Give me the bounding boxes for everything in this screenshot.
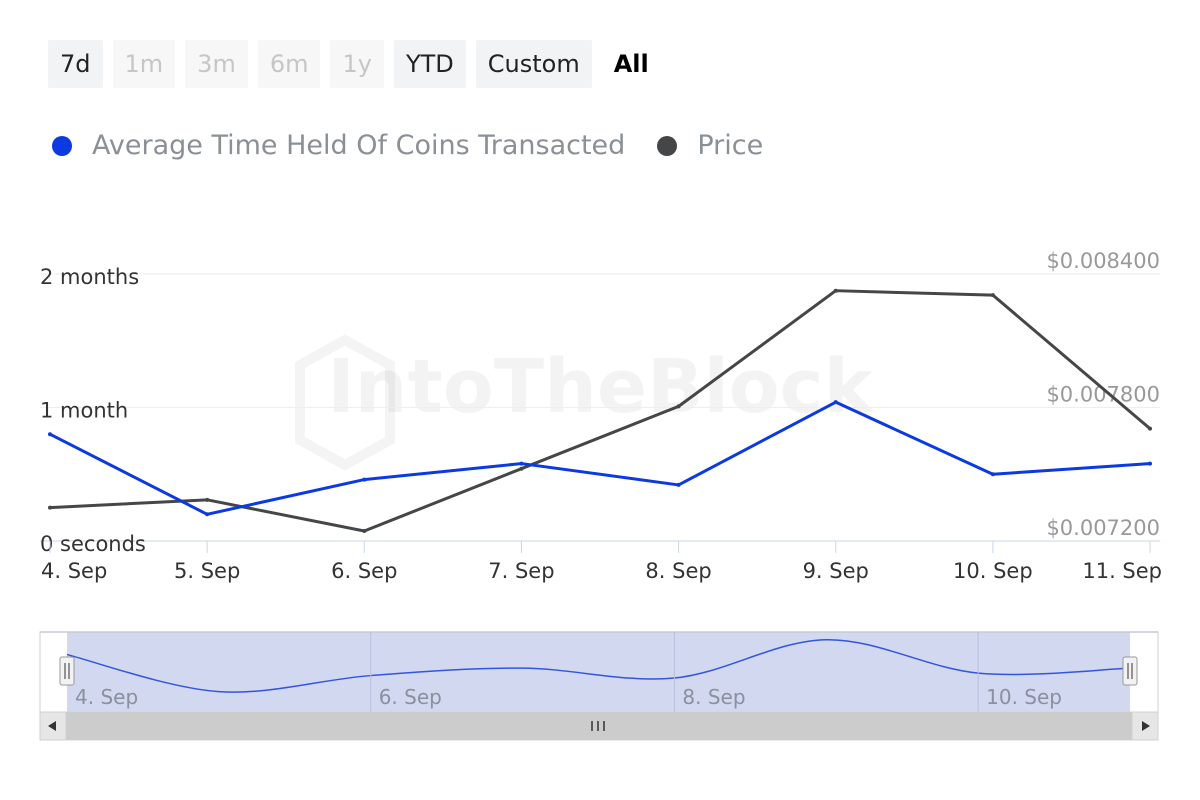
- y-right-tick-label: $0.007800: [1046, 383, 1160, 407]
- watermark-logo-shape: [295, 334, 395, 471]
- legend-label-time-held: Average Time Held Of Coins Transacted: [92, 130, 626, 161]
- x-tick-label: 5. Sep: [174, 559, 240, 583]
- x-tick-label: 4. Sep: [41, 559, 107, 583]
- x-tick-label: 6. Sep: [331, 559, 397, 583]
- data-point-time-held[interactable]: [676, 482, 681, 487]
- y-left-tick-label: 0 seconds: [40, 532, 146, 556]
- range-selector: 7d 1m 3m 6m 1y YTD Custom All: [48, 40, 661, 88]
- x-tick-label: 7. Sep: [488, 559, 554, 583]
- range-button-1y[interactable]: 1y: [330, 40, 384, 88]
- range-button-3m[interactable]: 3m: [185, 40, 248, 88]
- data-point-time-held[interactable]: [362, 477, 367, 482]
- legend-marker-time-held: [52, 135, 72, 156]
- legend: Average Time Held Of Coins Transacted Pr…: [52, 130, 763, 161]
- data-point-price[interactable]: [519, 466, 524, 471]
- navigator-tick-label: 6. Sep: [379, 685, 442, 709]
- y-left-tick-label: 1 month: [40, 399, 128, 423]
- data-point-time-held[interactable]: [1148, 461, 1152, 466]
- data-point-time-held[interactable]: [48, 432, 52, 437]
- range-button-all[interactable]: All: [602, 40, 661, 88]
- x-tick-label: 8. Sep: [645, 559, 711, 583]
- data-point-price[interactable]: [48, 505, 52, 510]
- data-point-price[interactable]: [676, 404, 681, 409]
- y-left-tick-label: 2 months: [40, 265, 139, 289]
- navigator-selection[interactable]: [67, 632, 1130, 712]
- arrow-left-icon: [48, 721, 56, 731]
- watermark-text: IntoTheBlock: [327, 344, 874, 430]
- legend-item-time-held[interactable]: Average Time Held Of Coins Transacted: [52, 130, 625, 161]
- range-button-ytd[interactable]: YTD: [393, 40, 466, 88]
- data-point-price[interactable]: [833, 288, 838, 293]
- x-tick-label: 10. Sep: [953, 559, 1033, 583]
- scrollbar-thumb[interactable]: [66, 712, 1132, 740]
- x-tick-label: 11. Sep: [1082, 559, 1162, 583]
- navigator-tick-label: 4. Sep: [75, 685, 138, 709]
- data-point-price[interactable]: [1148, 426, 1152, 431]
- legend-item-price[interactable]: Price: [657, 130, 763, 161]
- range-button-7d[interactable]: 7d: [48, 40, 103, 88]
- navigator-tick-label: 10. Sep: [986, 685, 1062, 709]
- data-point-price[interactable]: [205, 497, 210, 502]
- y-right-tick-label: $0.007200: [1046, 516, 1160, 540]
- data-point-time-held[interactable]: [990, 472, 995, 477]
- y-right-tick-label: $0.008400: [1046, 249, 1160, 273]
- range-button-6m[interactable]: 6m: [257, 40, 321, 88]
- navigator-tick-label: 8. Sep: [682, 685, 745, 709]
- series-line-time-held[interactable]: [49, 400, 1151, 516]
- range-button-custom[interactable]: Custom: [475, 40, 592, 88]
- navigator-series-line: [66, 638, 1131, 693]
- arrow-right-icon: [1142, 721, 1150, 731]
- navigator-handle-right[interactable]: [1122, 656, 1138, 686]
- x-tick-label: 9. Sep: [803, 559, 869, 583]
- data-point-price[interactable]: [362, 528, 367, 533]
- legend-marker-price: [657, 135, 678, 156]
- series-line-price[interactable]: [49, 289, 1151, 533]
- data-point-price[interactable]: [990, 293, 995, 298]
- data-point-time-held[interactable]: [519, 461, 524, 466]
- legend-label-price: Price: [697, 130, 764, 161]
- range-button-1m[interactable]: 1m: [112, 40, 176, 88]
- navigator-handle-left[interactable]: [59, 656, 75, 686]
- data-point-time-held[interactable]: [833, 400, 838, 405]
- data-point-time-held[interactable]: [205, 512, 210, 517]
